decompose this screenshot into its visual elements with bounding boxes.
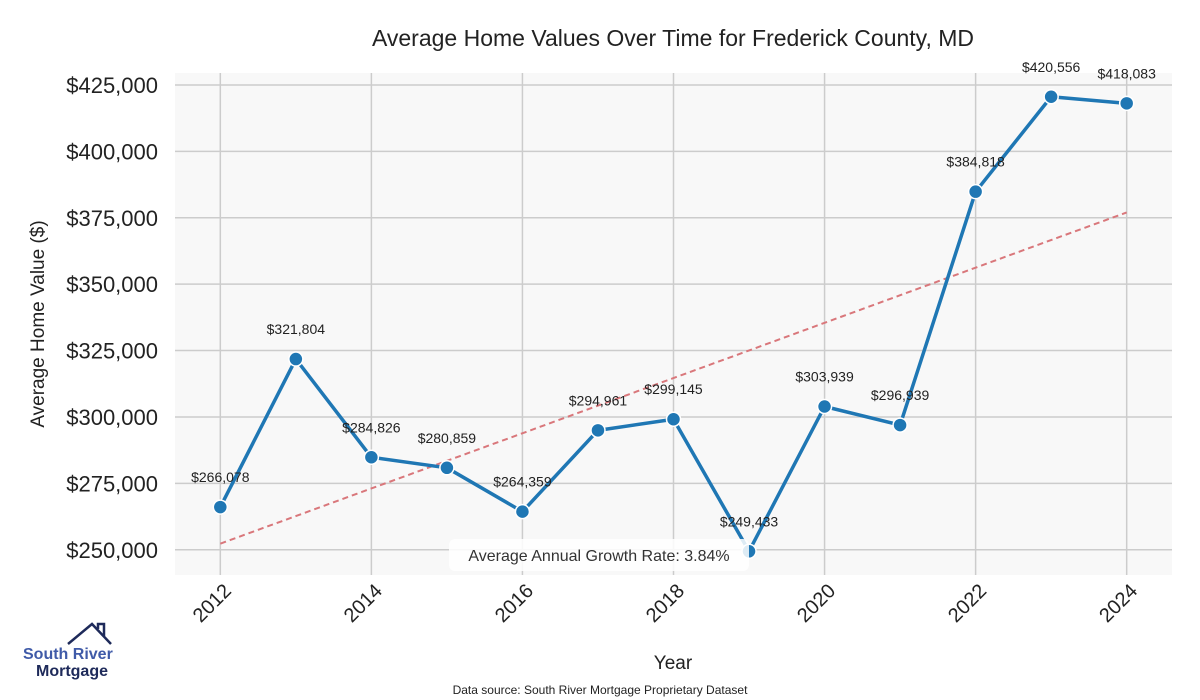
logo: South River Mortgage bbox=[20, 620, 120, 680]
y-tick-label: $350,000 bbox=[66, 272, 158, 297]
data-point bbox=[439, 460, 455, 476]
data-label: $418,083 bbox=[1097, 65, 1156, 81]
data-point bbox=[288, 351, 304, 367]
data-point bbox=[363, 449, 380, 466]
x-tick-label: 2014 bbox=[340, 580, 387, 627]
annotation: Average Annual Growth Rate: 3.84% bbox=[468, 548, 729, 565]
x-tick-label: 2018 bbox=[642, 580, 689, 627]
y-tick-label: $375,000 bbox=[66, 206, 158, 231]
y-tick-label: $425,000 bbox=[66, 73, 158, 98]
data-label: $420,556 bbox=[1022, 59, 1081, 75]
x-tick-label: 2022 bbox=[944, 580, 991, 627]
data-label: $280,859 bbox=[418, 430, 477, 446]
logo-house-icon bbox=[67, 622, 112, 645]
y-tick-label: $275,000 bbox=[66, 471, 158, 496]
data-point bbox=[816, 398, 833, 415]
logo-line1: South River bbox=[23, 646, 113, 663]
y-tick-label: $400,000 bbox=[66, 139, 158, 164]
data-label: $284,826 bbox=[342, 419, 401, 435]
data-label: $321,804 bbox=[267, 321, 326, 337]
logo-line2: Mortgage bbox=[36, 663, 108, 680]
y-tick-label: $250,000 bbox=[66, 538, 158, 563]
x-tick-label: 2020 bbox=[793, 580, 840, 627]
data-label: $294,961 bbox=[569, 392, 628, 408]
data-label: $384,818 bbox=[946, 154, 1005, 170]
x-tick-label: 2024 bbox=[1095, 580, 1142, 627]
data-label: $299,145 bbox=[644, 381, 703, 397]
data-label: $264,359 bbox=[493, 474, 552, 490]
y-tick-label: $325,000 bbox=[66, 339, 158, 364]
x-tick-label: 2016 bbox=[491, 580, 538, 627]
data-point bbox=[665, 411, 682, 427]
data-source: Data source: South River Mortgage Propri… bbox=[453, 683, 748, 697]
data-point bbox=[1118, 95, 1135, 112]
x-axis-label: Year bbox=[654, 653, 693, 674]
data-label: $266,078 bbox=[191, 469, 250, 485]
data-point bbox=[212, 499, 229, 515]
data-point bbox=[892, 417, 908, 433]
data-point bbox=[514, 503, 531, 520]
data-point bbox=[1043, 89, 1059, 105]
y-tick-label: $300,000 bbox=[66, 405, 158, 430]
data-label: $296,939 bbox=[871, 387, 930, 403]
trend-line bbox=[219, 211, 1128, 545]
data-label: $249,433 bbox=[720, 513, 779, 529]
data-point bbox=[967, 183, 984, 200]
data-label: $303,939 bbox=[795, 369, 854, 385]
x-tick-label: 2012 bbox=[189, 580, 236, 627]
data-point bbox=[590, 422, 606, 439]
y-axis-label: Average Home Value ($) bbox=[28, 220, 49, 427]
chart-title: Average Home Values Over Time for Freder… bbox=[372, 25, 974, 51]
annotation-box: Average Annual Growth Rate: 3.84% bbox=[449, 539, 749, 571]
